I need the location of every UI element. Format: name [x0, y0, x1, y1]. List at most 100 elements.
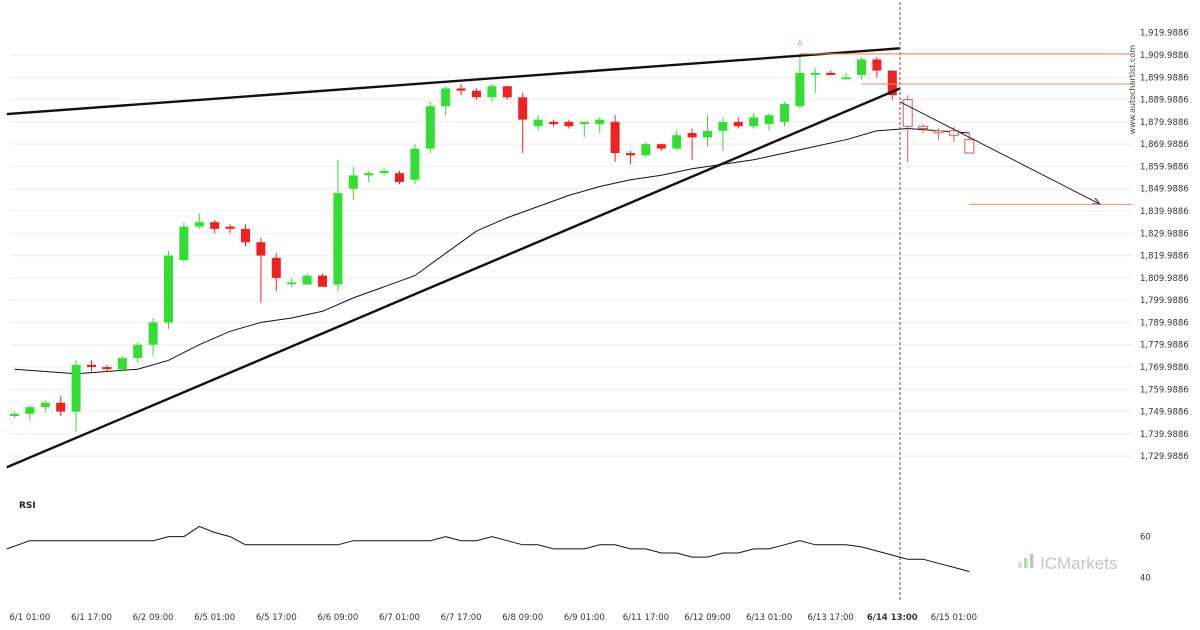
candle — [564, 119, 574, 129]
brand-bar — [1018, 562, 1022, 568]
moving-average — [14, 127, 970, 375]
y-tick-label: 1,879.9886 — [1140, 118, 1189, 128]
candle-body — [364, 173, 374, 176]
candle-body — [518, 97, 528, 120]
candle — [179, 222, 189, 263]
candle — [40, 400, 50, 412]
candle — [117, 355, 127, 372]
rsi-line — [6, 525, 970, 572]
candle-body — [595, 119, 605, 125]
candle-body — [948, 130, 959, 136]
candle — [841, 72, 851, 80]
candle — [25, 404, 35, 421]
candle-body — [564, 121, 574, 127]
x-tick-label: 6/2 09:00 — [133, 613, 174, 623]
price-axis: 1,919.9886 1,909.9886 1,899.9886 1,889.9886… — [1140, 29, 1189, 462]
candle — [56, 395, 66, 417]
y-tick-label: 1,839.9886 — [1140, 207, 1189, 217]
candle-body — [718, 121, 728, 131]
candle-body — [148, 322, 158, 345]
y-tick-label: 1,909.9886 — [1140, 51, 1189, 61]
candle-body — [56, 402, 66, 412]
y-tick-label: 1,859.9886 — [1140, 162, 1189, 172]
candle-body — [749, 117, 759, 127]
candle-body — [826, 72, 836, 76]
rsi-tick-label: 40 — [1140, 574, 1151, 584]
candle — [749, 112, 759, 129]
y-tick-label: 1,829.9886 — [1140, 229, 1189, 239]
candle-body — [71, 364, 81, 412]
candle-body — [472, 90, 481, 98]
y-tick-label: 1,789.9886 — [1140, 318, 1189, 328]
x-tick-label: 6/11 17:00 — [623, 613, 669, 623]
candle — [164, 251, 173, 330]
y-tick-label: 1,919.9886 — [1140, 29, 1189, 39]
candle — [703, 115, 712, 147]
candle-body — [487, 86, 497, 98]
candle-body — [902, 99, 913, 127]
candle-body — [795, 72, 805, 107]
candle-body — [703, 130, 712, 138]
price-levels: A — [797, 39, 1132, 205]
time-axis: 6/1 01:00 6/1 17:00 6/2 09:00 6/5 01:00 6/5 … — [9, 613, 977, 623]
candle — [348, 166, 358, 200]
y-tick-label: 1,799.9886 — [1140, 296, 1189, 306]
candle — [487, 83, 497, 102]
candle-body — [87, 364, 96, 368]
candle-body — [764, 115, 774, 125]
y-tick-label: 1,899.9886 — [1140, 73, 1189, 83]
candle — [656, 144, 666, 151]
candle — [733, 117, 743, 129]
candle — [718, 117, 728, 151]
candle-body — [379, 170, 389, 174]
candle — [71, 360, 81, 432]
candle — [626, 150, 635, 165]
grid-lines — [10, 54, 1132, 457]
y-tick-label: 1,849.9886 — [1140, 185, 1189, 195]
candle-body — [933, 130, 944, 134]
candle — [872, 57, 882, 78]
candle-body — [241, 228, 250, 243]
x-tick-label: 6/9 01:00 — [564, 613, 605, 623]
candle — [933, 128, 944, 140]
y-tick-label: 1,809.9886 — [1140, 274, 1189, 284]
y-tick-label: 1,729.9886 — [1140, 452, 1189, 462]
candle — [549, 119, 558, 127]
candle-body — [287, 282, 297, 285]
candle — [687, 128, 697, 160]
candle-body — [579, 121, 589, 125]
x-tick-label: 6/13 01:00 — [746, 613, 792, 623]
candle-body — [102, 367, 112, 370]
candle — [318, 273, 327, 287]
brand-bar — [1030, 554, 1034, 568]
candle — [887, 70, 897, 100]
candle-body — [610, 121, 620, 154]
x-tick-label: 6/5 01:00 — [194, 613, 235, 623]
candle-body — [164, 255, 173, 323]
candle-body — [410, 148, 420, 180]
candle — [441, 86, 451, 116]
x-tick-label: 6/8 09:00 — [502, 613, 543, 623]
candle — [595, 117, 605, 134]
candle — [579, 121, 589, 138]
candle — [764, 112, 774, 131]
candle — [241, 224, 250, 247]
trend-lines — [6, 2, 1102, 600]
x-tick-label: 6/7 17:00 — [441, 613, 482, 623]
candle — [87, 360, 96, 372]
x-tick-label: 6/14 13:00 — [867, 613, 918, 623]
rsi-title: RSI — [19, 501, 36, 511]
candle-body — [872, 59, 882, 71]
candle-body — [502, 86, 512, 98]
candle — [964, 133, 975, 154]
candle — [425, 101, 435, 154]
candle-body — [40, 402, 50, 408]
candle — [225, 224, 235, 234]
brand-text: ICMarkets — [1040, 554, 1117, 573]
candle-body — [395, 173, 404, 183]
candle — [256, 237, 266, 303]
y-tick-label: 1,739.9886 — [1140, 430, 1189, 440]
candle-body — [687, 133, 697, 138]
candle-body — [194, 222, 204, 227]
y-tick-label: 1,869.9886 — [1140, 140, 1189, 150]
